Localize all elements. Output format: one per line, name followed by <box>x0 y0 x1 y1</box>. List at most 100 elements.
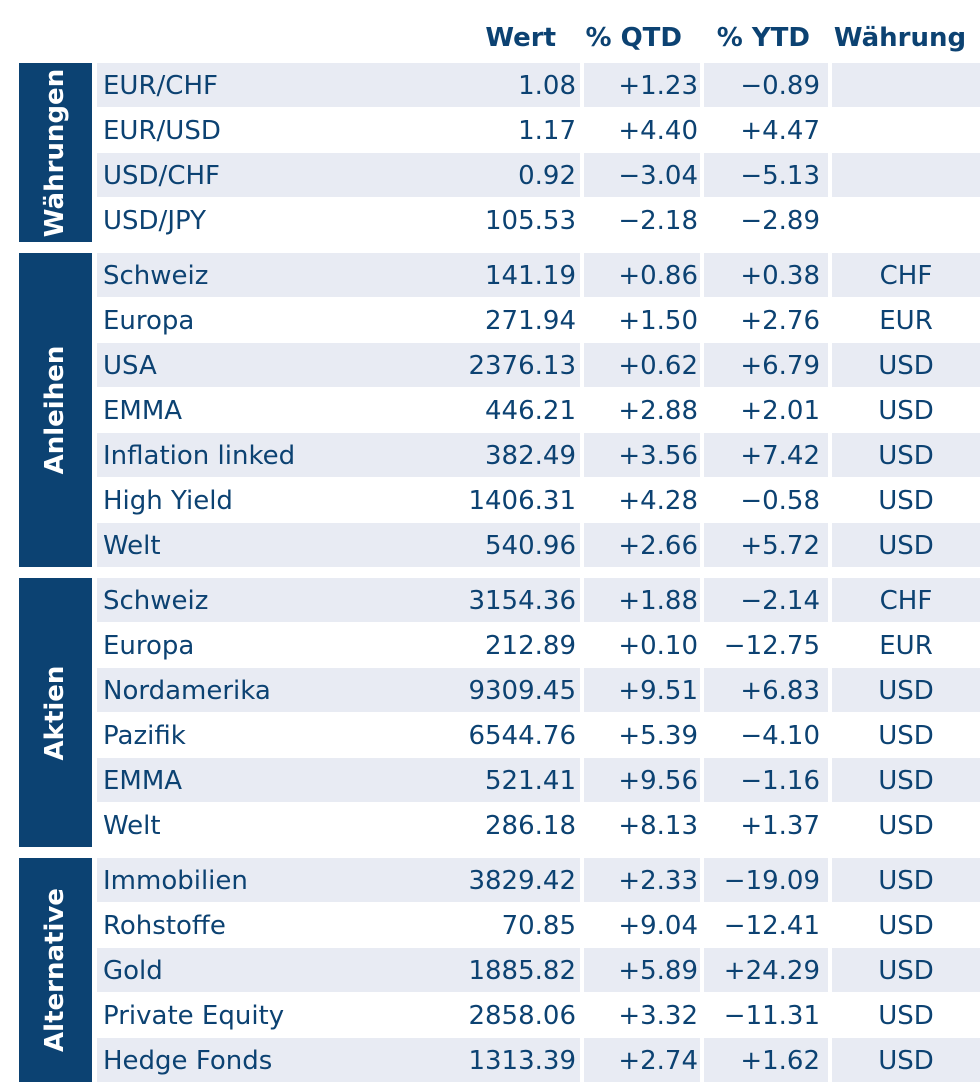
row-wert: 2858.06 <box>468 1001 576 1031</box>
table-row: Schweiz 141.19 +0.86 +0.38 CHF <box>97 253 980 297</box>
row-waehrung: USD <box>878 721 934 751</box>
row-ytd: +4.47 <box>740 116 820 146</box>
row-ytd: −0.89 <box>704 63 828 107</box>
row-name: Immobilien <box>97 858 580 902</box>
row-name: Inflation linked <box>97 433 580 477</box>
table-row: High Yield 1406.31 +4.28 −0.58 USD <box>97 478 980 522</box>
row-qtd: +5.39 <box>618 721 698 751</box>
row-ytd: −19.09 <box>704 858 828 902</box>
table-row: Private Equity 2858.06 +3.32 −11.31 USD <box>97 993 980 1037</box>
row-ytd: +2.76 <box>740 306 820 336</box>
table-row: Welt 540.96 +2.66 +5.72 USD <box>97 523 980 567</box>
row-qtd: +9.04 <box>618 911 698 941</box>
row-waehrung <box>832 198 980 242</box>
row-waehrung: EUR <box>879 631 933 661</box>
group-band: Anleihen <box>19 253 92 567</box>
table-row: Welt 286.18 +8.13 +1.37 USD <box>97 803 980 847</box>
row-qtd: +3.32 <box>618 1001 698 1031</box>
row-qtd: +0.86 <box>584 253 700 297</box>
row-name: High Yield <box>103 486 233 516</box>
table-row: Immobilien 3829.42 +2.33 −19.09 USD <box>97 858 980 902</box>
row-name: EMMA <box>103 396 183 426</box>
row-waehrung: USD <box>832 758 980 802</box>
row-ytd: +6.83 <box>704 668 828 712</box>
row-name: Pazifik <box>103 721 186 751</box>
group-band: Aktien <box>19 578 92 847</box>
row-qtd: +2.88 <box>618 396 698 426</box>
row-name: Europa <box>103 306 195 336</box>
table-row: USD/JPY 105.53 −2.18 −2.89 <box>97 198 980 242</box>
row-waehrung: USD <box>878 811 934 841</box>
table-row: EMMA 521.41 +9.56 −1.16 USD <box>97 758 980 802</box>
row-name: EMMA <box>97 758 580 802</box>
group-label: Aktien <box>40 665 70 760</box>
row-ytd: +6.79 <box>704 343 828 387</box>
row-name: USD/CHF <box>97 153 580 197</box>
table-row: Gold 1885.82 +5.89 +24.29 USD <box>97 948 980 992</box>
table-row: EUR/USD 1.17 +4.40 +4.47 <box>97 108 980 152</box>
row-name: Welt <box>97 523 580 567</box>
table-row: Inflation linked 382.49 +3.56 +7.42 USD <box>97 433 980 477</box>
row-name: Nordamerika <box>97 668 580 712</box>
row-qtd: +2.33 <box>584 858 700 902</box>
row-ytd: −2.14 <box>704 578 828 622</box>
table-row: Europa 271.94 +1.50 +2.76 EUR <box>97 298 980 342</box>
row-qtd: +2.74 <box>584 1038 700 1082</box>
table-row: Europa 212.89 +0.10 −12.75 EUR <box>97 623 980 667</box>
row-waehrung: USD <box>878 486 934 516</box>
row-wert: 141.19 <box>485 261 576 291</box>
row-wert: 2376.13 <box>468 351 576 381</box>
row-wert: 1313.39 <box>468 1046 576 1076</box>
group-aktien: Aktien Schweiz 3154.36 +1.88 −2.14 CHF Europa 2… <box>19 578 980 847</box>
table-row: EUR/CHF 1.08 +1.23 −0.89 <box>97 63 980 107</box>
table-row: USD/CHF 0.92 −3.04 −5.13 <box>97 153 980 197</box>
row-qtd: +0.10 <box>618 631 698 661</box>
row-qtd: +5.89 <box>584 948 700 992</box>
row-ytd: −4.10 <box>740 721 820 751</box>
row-name: Rohstoffe <box>103 911 226 941</box>
group-alternative: Alternative Immobilien 3829.42 +2.33 −19.09 U… <box>19 858 980 1082</box>
row-ytd: −0.58 <box>740 486 820 516</box>
row-name: Schweiz <box>97 578 580 622</box>
row-ytd: +5.72 <box>704 523 828 567</box>
row-waehrung: USD <box>832 343 980 387</box>
row-waehrung: USD <box>832 858 980 902</box>
column-header-waehrung: Währung <box>833 23 967 53</box>
row-wert: 271.94 <box>485 306 576 336</box>
row-wert: 1.08 <box>518 71 576 101</box>
row-wert: 3154.36 <box>468 586 576 616</box>
row-waehrung: USD <box>878 1001 934 1031</box>
row-wert: 0.92 <box>518 161 576 191</box>
table-row: Hedge Fonds 1313.39 +2.74 +1.62 USD <box>97 1038 980 1082</box>
table-row: Nordamerika 9309.45 +9.51 +6.83 USD <box>97 668 980 712</box>
row-qtd: +2.66 <box>584 523 700 567</box>
row-wert: 1406.31 <box>468 486 576 516</box>
row-waehrung: USD <box>832 668 980 712</box>
row-ytd: −12.41 <box>723 911 820 941</box>
row-wert: 1.17 <box>518 116 576 146</box>
row-ytd: −11.31 <box>723 1001 820 1031</box>
table-row: Rohstoffe 70.85 +9.04 −12.41 USD <box>97 903 980 947</box>
row-wert: 70.85 <box>501 911 576 941</box>
row-name: Gold <box>97 948 580 992</box>
row-qtd: +1.23 <box>584 63 700 107</box>
row-name: EUR/CHF <box>97 63 580 107</box>
row-wert: 540.96 <box>485 531 576 561</box>
row-ytd: −1.16 <box>704 758 828 802</box>
row-waehrung: USD <box>832 948 980 992</box>
row-name: Europa <box>103 631 195 661</box>
row-waehrung <box>832 63 980 107</box>
table-row: Pazifik 6544.76 +5.39 −4.10 USD <box>97 713 980 757</box>
row-wert: 1885.82 <box>468 956 576 986</box>
row-ytd: −12.75 <box>723 631 820 661</box>
group-label: Währungen <box>40 68 70 237</box>
row-waehrung: CHF <box>832 253 980 297</box>
row-ytd: −2.89 <box>740 206 820 236</box>
row-ytd: +1.37 <box>740 811 820 841</box>
row-qtd: −3.04 <box>584 153 700 197</box>
row-wert: 286.18 <box>485 811 576 841</box>
row-qtd: +0.62 <box>584 343 700 387</box>
row-wert: 9309.45 <box>468 676 576 706</box>
row-waehrung: USD <box>832 433 980 477</box>
row-ytd: +7.42 <box>704 433 828 477</box>
